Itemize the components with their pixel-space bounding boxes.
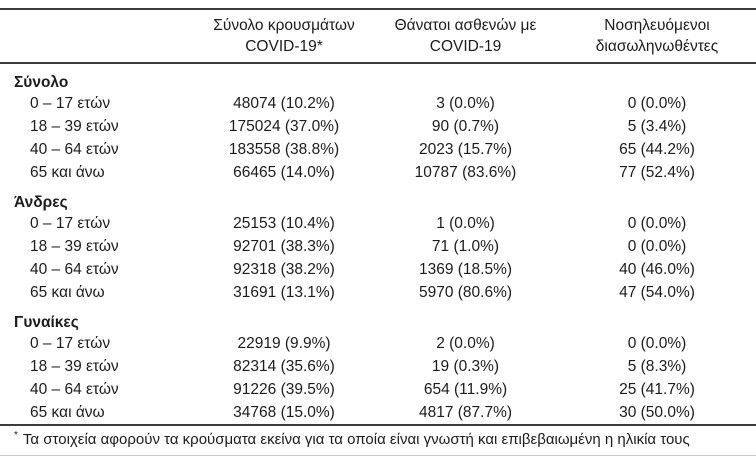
header-intubated-line1: Νοσηλευόμενοι <box>604 17 710 34</box>
cases-value: 91226 (39.5%) <box>233 380 335 398</box>
deaths-value: 2 (0.0%) <box>436 334 495 352</box>
section-label: Άνδρες <box>14 194 68 211</box>
cases-value: 183558 (38.8%) <box>228 140 340 158</box>
table-row: 18 – 39 ετών 92701 (38.3%) 71 (1.0%) 0 (0.0… <box>0 235 756 258</box>
intubated-value: 47 (54.0%) <box>619 283 695 301</box>
section-header-row: Άνδρες <box>0 184 756 212</box>
intubated-value: 0 (0.0%) <box>627 334 687 352</box>
intubated-value: 0 (0.0%) <box>627 214 687 232</box>
table-row: 18 – 39 ετών 175024 (37.0%) 90 (0.7%) 5 (3.… <box>0 115 756 138</box>
cases-value: 92701 (38.3%) <box>233 237 335 255</box>
header-deaths-line2: COVID-19 <box>429 38 502 55</box>
intubated-value: 77 (52.4%) <box>619 163 695 181</box>
age-group-label: 65 και άνω <box>30 283 105 301</box>
intubated-value: 5 (8.3%) <box>627 357 687 375</box>
header-deaths: Θάνατοι ασθενών με COVID-19 <box>373 9 558 64</box>
table-row: 0 – 17 ετών 25153 (10.4%) 1 (0.0%) 0 (0.0%) <box>0 212 756 235</box>
section-header-row: Σύνολο <box>0 63 756 92</box>
header-intubated: Νοσηλευόμενοι διασωληνωθέντες <box>558 9 756 64</box>
cases-value: 34768 (15.0%) <box>233 403 335 421</box>
age-group-label: 0 – 17 ετών <box>30 334 111 352</box>
header-row: Σύνολο κρουσμάτων COVID-19* Θάνατοι ασθε… <box>0 9 756 64</box>
intubated-value: 65 (44.2%) <box>619 140 695 158</box>
age-group-label: 65 και άνω <box>30 403 105 421</box>
age-group-label: 40 – 64 ετών <box>30 260 119 278</box>
cases-value: 66465 (14.0%) <box>233 163 335 181</box>
cases-value: 48074 (10.2%) <box>233 94 335 112</box>
section-header-row: Γυναίκες <box>0 304 756 332</box>
cases-value: 175024 (37.0%) <box>228 117 340 135</box>
intubated-value: 30 (50.0%) <box>619 403 695 421</box>
table-row: 65 και άνω 31691 (13.1%) 5970 (80.6%) 47 (5… <box>0 281 756 304</box>
intubated-value: 5 (3.4%) <box>627 117 687 135</box>
footnote-asterisk-marker: * <box>14 430 18 441</box>
table-row: 40 – 64 ετών 183558 (38.8%) 2023 (15.7%) 65… <box>0 138 756 161</box>
intubated-value: 0 (0.0%) <box>627 237 687 255</box>
age-group-label: 40 – 64 ετών <box>30 140 119 158</box>
header-total-cases-line2: COVID-19* <box>245 38 323 55</box>
table-row: 40 – 64 ετών 92318 (38.2%) 1369 (18.5%) 40 … <box>0 258 756 281</box>
deaths-value: 10787 (83.6%) <box>414 163 517 181</box>
deaths-value: 90 (0.7%) <box>431 117 500 135</box>
deaths-value: 1 (0.0%) <box>436 214 495 232</box>
cases-value: 82314 (35.6%) <box>233 357 335 375</box>
deaths-value: 1369 (18.5%) <box>418 260 513 278</box>
section-label: Γυναίκες <box>14 314 79 331</box>
footnote: * Τα στοιχεία αφορούν τα κρούσματα εκείνα… <box>0 426 756 456</box>
covid-stats-table: Σύνολο κρουσμάτων COVID-19* Θάνατοι ασθε… <box>0 8 756 426</box>
header-deaths-line1: Θάνατοι ασθενών με <box>394 17 537 34</box>
deaths-value: 4817 (87.7%) <box>418 403 513 421</box>
table-body: Σύνολο 0 – 17 ετών 48074 (10.2%) 3 (0.0%) 0 … <box>0 63 756 425</box>
intubated-value: 0 (0.0%) <box>627 94 687 112</box>
intubated-value: 25 (41.7%) <box>619 380 695 398</box>
table-row: 40 – 64 ετών 91226 (39.5%) 654 (11.9%) 25 (… <box>0 378 756 401</box>
deaths-value: 71 (1.0%) <box>431 237 500 255</box>
cases-value: 92318 (38.2%) <box>233 260 335 278</box>
age-group-label: 18 – 39 ετών <box>30 117 119 135</box>
section-label: Σύνολο <box>14 74 69 91</box>
table-row: 18 – 39 ετών 82314 (35.6%) 19 (0.3%) 5 (8.3… <box>0 355 756 378</box>
header-total-cases: Σύνολο κρουσμάτων COVID-19* <box>195 9 373 64</box>
age-group-label: 18 – 39 ετών <box>30 237 119 255</box>
age-group-label: 0 – 17 ετών <box>30 214 111 232</box>
age-group-label: 40 – 64 ετών <box>30 380 119 398</box>
table-row: 65 και άνω 66465 (14.0%) 10787 (83.6%) 77 (… <box>0 161 756 184</box>
deaths-value: 5970 (80.6%) <box>418 283 513 301</box>
age-group-label: 18 – 39 ετών <box>30 357 119 375</box>
header-intubated-line2: διασωληνωθέντες <box>595 38 719 55</box>
cases-value: 25153 (10.4%) <box>233 214 335 232</box>
footnote-text: Τα στοιχεία αφορούν τα κρούσματα εκείνα … <box>22 431 690 448</box>
deaths-value: 19 (0.3%) <box>431 357 500 375</box>
table-row: 0 – 17 ετών 48074 (10.2%) 3 (0.0%) 0 (0.0%) <box>0 92 756 115</box>
age-group-label: 65 και άνω <box>30 163 105 181</box>
deaths-value: 654 (11.9%) <box>423 380 508 398</box>
table-row: 0 – 17 ετών 22919 (9.9%) 2 (0.0%) 0 (0.0%) <box>0 332 756 355</box>
header-empty-cell <box>0 9 195 64</box>
table-header: Σύνολο κρουσμάτων COVID-19* Θάνατοι ασθε… <box>0 9 756 64</box>
header-total-cases-line1: Σύνολο κρουσμάτων <box>213 17 355 34</box>
cases-value: 31691 (13.1%) <box>233 283 335 301</box>
cases-value: 22919 (9.9%) <box>237 334 331 352</box>
deaths-value: 3 (0.0%) <box>436 94 495 112</box>
table-row: 65 και άνω 34768 (15.0%) 4817 (87.7%) 30 (5… <box>0 401 756 425</box>
age-group-label: 0 – 17 ετών <box>30 94 111 112</box>
deaths-value: 2023 (15.7%) <box>418 140 513 158</box>
intubated-value: 40 (46.0%) <box>619 260 695 278</box>
